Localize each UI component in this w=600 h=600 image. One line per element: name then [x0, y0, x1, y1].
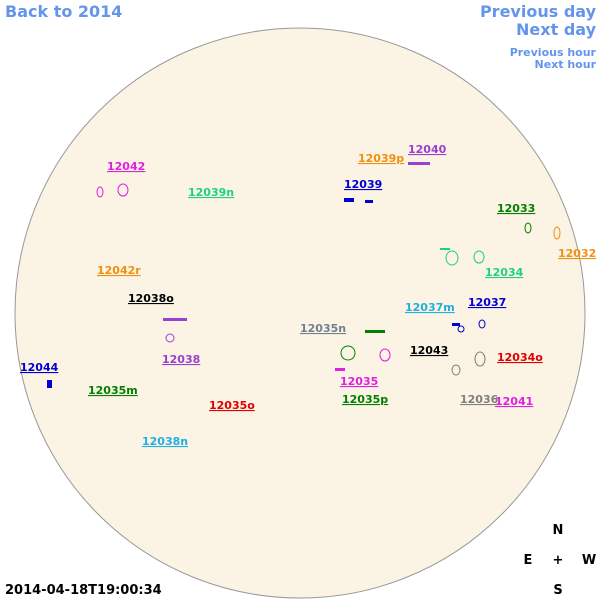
region-label[interactable]: 12032 — [558, 247, 596, 260]
glyph — [553, 226, 561, 240]
glyph — [457, 325, 465, 333]
region-label[interactable]: 12042r — [97, 264, 141, 277]
region-label[interactable]: 12043 — [410, 344, 448, 357]
compass-east: E — [524, 553, 533, 568]
glyph — [445, 250, 459, 266]
region-label[interactable]: 12034o — [497, 351, 543, 364]
glyph — [474, 351, 486, 367]
compass-west: W — [582, 553, 596, 568]
glyph — [451, 364, 461, 376]
region-label[interactable]: 12039p — [358, 152, 404, 165]
region-label[interactable]: 12039 — [344, 178, 382, 191]
region-label[interactable]: 12039n — [188, 186, 234, 199]
compass-center: + — [553, 553, 564, 568]
region-label[interactable]: 12035 — [340, 375, 378, 388]
glyph — [452, 323, 460, 326]
glyph — [473, 250, 485, 264]
glyph — [365, 330, 385, 333]
sunspot-dots — [47, 162, 460, 388]
glyph — [165, 333, 175, 343]
region-label[interactable]: 12041 — [495, 395, 533, 408]
compass-north: N — [553, 523, 564, 538]
region-label[interactable]: 12035n — [300, 322, 346, 335]
region-label[interactable]: 12035m — [88, 384, 138, 397]
region-label[interactable]: 12038 — [162, 353, 200, 366]
region-labels: 12042 12039n 12039p 12040 12039 12033 12… — [20, 143, 596, 448]
back-link[interactable]: Back to 2014 — [5, 2, 122, 21]
previous-day-link[interactable]: Previous day — [480, 2, 597, 21]
next-hour-link[interactable]: Next hour — [535, 58, 597, 71]
glyph — [96, 186, 104, 198]
glyph — [47, 380, 52, 388]
compass-south: S — [553, 583, 562, 598]
glyph — [335, 368, 345, 371]
region-label[interactable]: 12038n — [142, 435, 188, 448]
glyph — [344, 198, 354, 202]
region-label[interactable]: 12044 — [20, 361, 59, 374]
region-label[interactable]: 12035o — [209, 399, 255, 412]
glyph — [524, 222, 532, 234]
region-label[interactable]: 12037m — [405, 301, 455, 314]
sunspot-glyphs — [96, 183, 561, 376]
glyph — [365, 200, 373, 203]
previous-hour-link[interactable]: Previous hour — [510, 46, 597, 59]
region-label[interactable]: 12037 — [468, 296, 506, 309]
region-label[interactable]: 12038o — [128, 292, 174, 305]
region-label[interactable]: 12033 — [497, 202, 535, 215]
timestamp: 2014-04-18T19:00:34 — [5, 583, 162, 598]
region-label[interactable]: 12035p — [342, 393, 388, 406]
glyph — [408, 162, 430, 165]
solar-disk — [14, 27, 586, 599]
glyph — [440, 248, 450, 250]
next-day-link[interactable]: Next day — [516, 20, 597, 39]
region-label[interactable]: 12040 — [408, 143, 447, 156]
region-label[interactable]: 12034 — [485, 266, 524, 279]
region-label[interactable]: 12042 — [107, 160, 145, 173]
glyph — [478, 319, 486, 329]
glyph — [340, 345, 356, 361]
glyph — [379, 348, 391, 362]
glyph — [163, 318, 187, 321]
glyph — [117, 183, 129, 197]
region-label[interactable]: 12036 — [460, 393, 499, 406]
